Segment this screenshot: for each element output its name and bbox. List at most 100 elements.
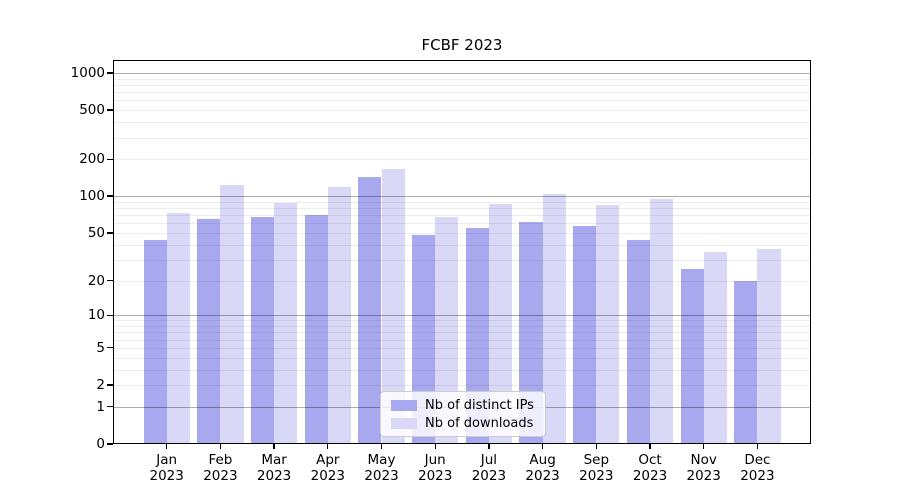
x-tick-label-dec-2023: Dec 2023 bbox=[725, 452, 789, 484]
x-tick-label-feb-2023: Feb 2023 bbox=[188, 452, 252, 484]
gridline-minor-80 bbox=[113, 208, 811, 210]
bar-nb-of-distinct-ips-feb-2023 bbox=[197, 219, 221, 444]
y-tick-20 bbox=[107, 279, 113, 282]
bar-nb-of-downloads-feb-2023 bbox=[220, 184, 244, 444]
legend: Nb of distinct IPs Nb of downloads bbox=[380, 391, 546, 437]
y-tick-label-20: 20 bbox=[87, 272, 105, 289]
gridline-minor-500 bbox=[113, 110, 811, 112]
y-tick-label-200: 200 bbox=[79, 151, 105, 168]
gridline-minor-300 bbox=[113, 137, 811, 139]
gridline-minor-800 bbox=[113, 84, 811, 86]
year-label: 2023 bbox=[256, 468, 292, 484]
month-label: May bbox=[367, 452, 396, 468]
bar-nb-of-distinct-ips-sep-2023 bbox=[573, 225, 597, 444]
bar-nb-of-downloads-oct-2023 bbox=[650, 198, 674, 444]
gridline-minor-700 bbox=[113, 92, 811, 94]
month-label: Nov bbox=[690, 452, 717, 468]
y-tick-2 bbox=[107, 384, 113, 386]
x-tick-jul-2023 bbox=[488, 444, 490, 449]
year-label: 2023 bbox=[149, 468, 184, 484]
year-label: 2023 bbox=[203, 468, 238, 484]
y-tick-label-10: 10 bbox=[87, 307, 105, 324]
x-tick-mar-2023 bbox=[273, 444, 275, 449]
bar-nb-of-downloads-mar-2023 bbox=[274, 202, 298, 444]
y-tick-5 bbox=[107, 347, 113, 349]
year-label: 2023 bbox=[310, 468, 345, 484]
y-tick-500 bbox=[107, 109, 113, 111]
year-label: 2023 bbox=[418, 468, 453, 484]
year-label: 2023 bbox=[632, 468, 668, 484]
month-label: Jun bbox=[424, 452, 446, 468]
legend-item-downloads: Nb of downloads bbox=[381, 416, 545, 431]
bar-nb-of-downloads-nov-2023 bbox=[703, 251, 727, 444]
y-tick-label-50: 50 bbox=[87, 224, 105, 241]
year-label: 2023 bbox=[686, 468, 721, 484]
y-tick-label-100: 100 bbox=[79, 188, 105, 205]
y-tick-200 bbox=[107, 158, 113, 160]
gridline-minor-70 bbox=[113, 215, 811, 217]
month-label: Feb bbox=[208, 452, 233, 468]
gridline-minor-900 bbox=[113, 78, 811, 80]
month-label: Sep bbox=[583, 452, 610, 468]
x-tick-dec-2023 bbox=[756, 444, 759, 449]
bar-nb-of-downloads-jun-2023 bbox=[435, 217, 459, 444]
x-tick-aug-2023 bbox=[541, 444, 544, 449]
bar-nb-of-distinct-ips-jan-2023 bbox=[143, 239, 167, 444]
bar-nb-of-downloads-apr-2023 bbox=[327, 186, 351, 444]
x-tick-label-apr-2023: Apr 2023 bbox=[296, 452, 360, 484]
chart-title: FCBF 2023 bbox=[421, 36, 503, 54]
x-tick-oct-2023 bbox=[649, 444, 651, 449]
month-label: Oct bbox=[638, 452, 662, 468]
y-tick-1 bbox=[107, 406, 113, 408]
bar-nb-of-downloads-may-2023 bbox=[381, 168, 405, 444]
x-tick-label-may-2023: May 2023 bbox=[350, 452, 414, 484]
gridline-minor-200 bbox=[113, 159, 811, 161]
month-label: Aug bbox=[529, 452, 556, 468]
x-tick-label-jan-2023: Jan 2023 bbox=[135, 452, 199, 484]
month-label: Jan bbox=[156, 452, 178, 468]
month-label: Mar bbox=[261, 452, 287, 468]
bar-nb-of-distinct-ips-oct-2023 bbox=[626, 239, 650, 444]
gridline-minor-600 bbox=[113, 100, 811, 102]
x-tick-label-jun-2023: Jun 2023 bbox=[403, 452, 467, 484]
x-tick-label-oct-2023: Oct 2023 bbox=[618, 452, 682, 484]
bar-nb-of-distinct-ips-may-2023 bbox=[358, 177, 382, 444]
bar-nb-of-distinct-ips-nov-2023 bbox=[680, 269, 704, 444]
x-tick-feb-2023 bbox=[219, 444, 222, 449]
month-label: Apr bbox=[316, 452, 340, 468]
y-tick-label-2: 2 bbox=[96, 377, 105, 393]
y-tick-label-1: 1 bbox=[96, 398, 105, 415]
y-tick-label-5: 5 bbox=[96, 339, 105, 356]
year-label: 2023 bbox=[579, 468, 614, 484]
x-tick-jun-2023 bbox=[434, 444, 436, 449]
y-tick-50 bbox=[107, 232, 113, 234]
y-tick-10 bbox=[107, 314, 113, 316]
plot-area bbox=[107, 60, 811, 449]
y-tick-1000 bbox=[107, 72, 113, 74]
bar-nb-of-downloads-jul-2023 bbox=[488, 204, 513, 444]
bar-nb-of-distinct-ips-aug-2023 bbox=[519, 222, 543, 444]
x-tick-label-mar-2023: Mar 2023 bbox=[242, 452, 306, 484]
gridline-major-1000 bbox=[113, 73, 811, 74]
x-tick-sep-2023 bbox=[595, 444, 597, 449]
legend-swatch-downloads bbox=[391, 417, 417, 429]
gridline-minor-400 bbox=[113, 122, 811, 124]
year-label: 2023 bbox=[740, 468, 775, 484]
bar-nb-of-downloads-aug-2023 bbox=[542, 193, 566, 444]
legend-swatch-distinct-ips bbox=[391, 399, 417, 411]
y-tick-label-1000: 1000 bbox=[70, 65, 105, 81]
y-tick-0 bbox=[107, 443, 113, 445]
bar-nb-of-distinct-ips-jul-2023 bbox=[465, 227, 489, 444]
x-tick-may-2023 bbox=[380, 444, 383, 449]
bar-nb-of-downloads-jan-2023 bbox=[166, 212, 190, 444]
bar-nb-of-distinct-ips-apr-2023 bbox=[304, 215, 328, 444]
legend-label-downloads: Nb of downloads bbox=[425, 415, 534, 431]
x-tick-jan-2023 bbox=[166, 444, 168, 449]
y-tick-100 bbox=[107, 195, 113, 197]
x-tick-label-nov-2023: Nov 2023 bbox=[672, 452, 736, 484]
month-label: Jul bbox=[480, 452, 498, 468]
month-label: Dec bbox=[744, 452, 771, 468]
x-tick-nov-2023 bbox=[703, 444, 705, 449]
bar-nb-of-downloads-sep-2023 bbox=[596, 204, 620, 444]
